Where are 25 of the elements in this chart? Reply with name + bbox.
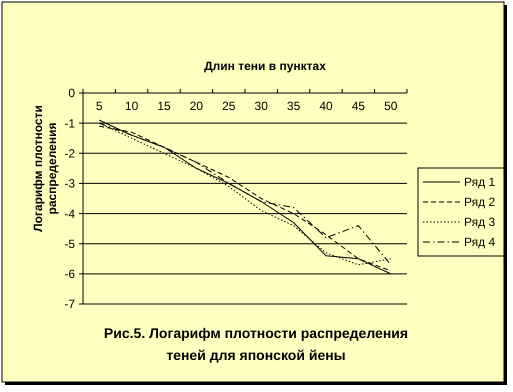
y-tick-label: -5 [64,236,76,251]
x-tick-label: 35 [286,99,301,113]
x-tick-label: 30 [254,99,268,113]
y-tick-label: -7 [64,297,76,312]
legend-label: Ряд 3 [464,215,496,230]
x-axis-title: Длин тени в пунктах [204,59,326,73]
y-tick-label: -3 [64,176,76,191]
x-tick-label: 15 [157,99,171,113]
x-tick-label: 10 [124,99,139,113]
y-axis-title: Логарифм плотности распределения [31,105,59,232]
text: Рис.5. Логарифм плотности распределения теней для японской йены [104,325,408,363]
y-tick-label: -2 [64,146,76,160]
y-tick-label: -6 [64,267,76,282]
y-tick-label: -1 [64,116,76,130]
x-tick-label: 25 [222,99,236,113]
x-tick-label: 20 [190,99,204,113]
x-tick-label: 5 [96,99,103,113]
x-tick-label: 50 [384,99,398,113]
x-tick-label: 45 [352,99,366,113]
legend-label: Ряд 4 [464,235,496,250]
legend-label: Ряд 2 [464,195,496,210]
y-tick-label: -4 [64,206,76,221]
x-tick-label: 40 [319,99,333,113]
y-tick-label: 0 [68,86,76,100]
legend-label: Ряд 1 [464,175,496,190]
